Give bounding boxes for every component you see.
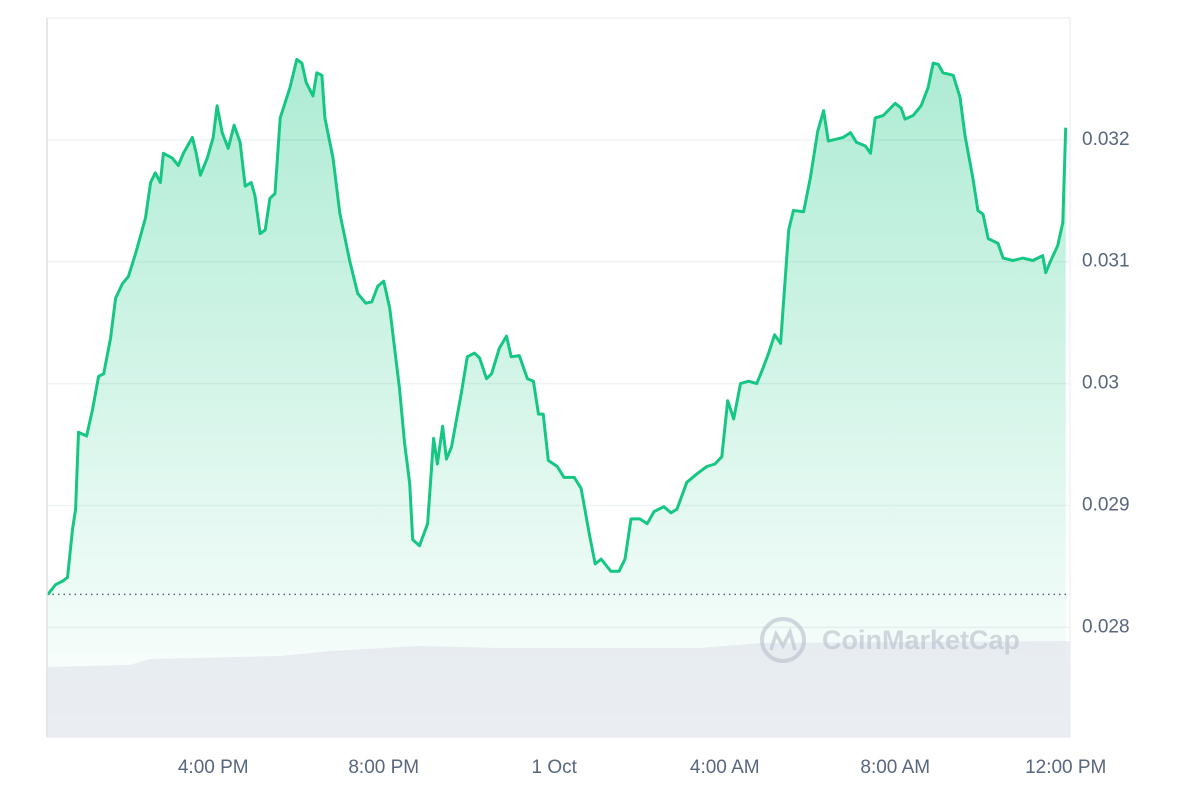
x-tick-label: 4:00 AM: [690, 757, 760, 778]
y-tick-label: 0.03: [1082, 373, 1119, 394]
ticks: 0.028 0.029 0.03 0.031 0.032 4:00 PM 8:00 PM 1 …: [178, 129, 1130, 778]
y-tick-label: 0.032: [1082, 129, 1130, 150]
y-tick-label: 0.028: [1082, 616, 1130, 637]
x-tick-label: 1 Oct: [532, 757, 578, 778]
x-tick-label: 8:00 AM: [860, 757, 930, 778]
watermark-text: CoinMarketCap: [822, 625, 1020, 655]
x-tick-label: 8:00 PM: [348, 757, 419, 778]
watermark-logo-mark: [769, 627, 797, 651]
plot: [46, 57, 1070, 737]
price-line: [46, 57, 1068, 596]
y-tick-label: 0.031: [1082, 251, 1130, 272]
x-tick-label: 4:00 PM: [178, 757, 249, 778]
watermark-logo: [760, 617, 806, 663]
area-fill: [47, 59, 1066, 737]
watermark: CoinMarketCap: [760, 617, 1020, 663]
volume-area: [47, 641, 1070, 737]
y-tick-label: 0.029: [1082, 494, 1130, 515]
x-tick-label: 12:00 PM: [1025, 757, 1106, 778]
